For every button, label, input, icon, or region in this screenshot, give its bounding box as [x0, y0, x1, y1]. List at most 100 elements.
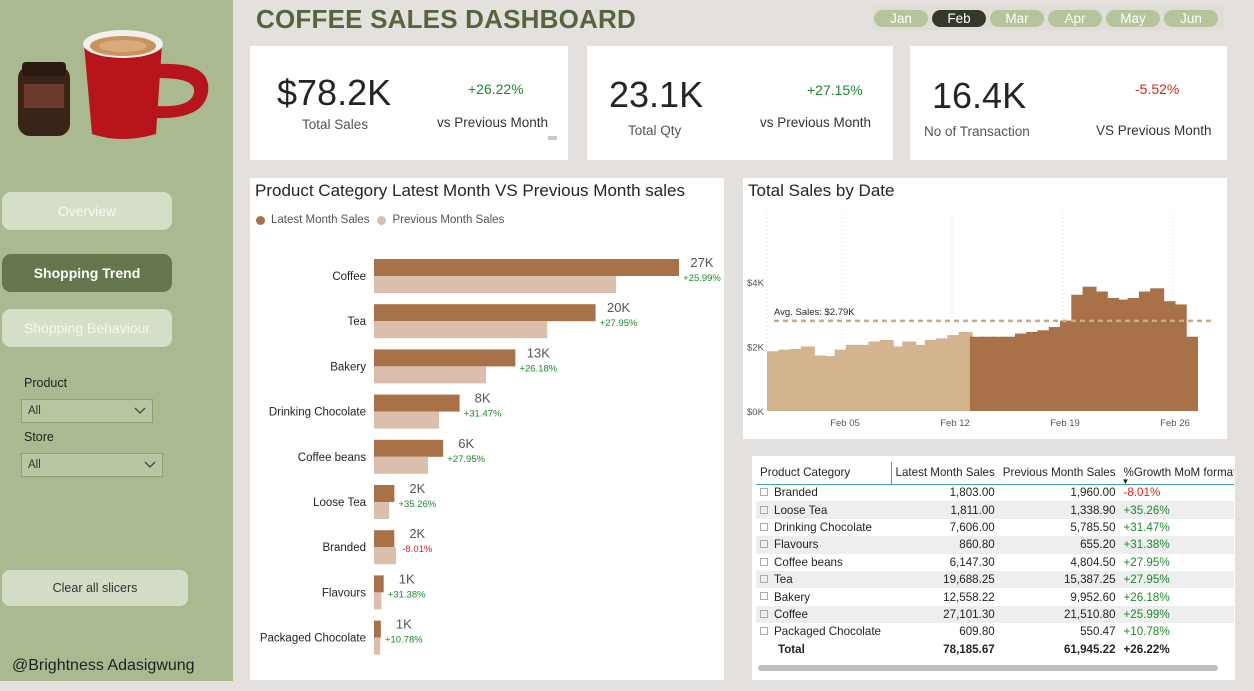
product-slicer-dropdown[interactable]: All [21, 399, 153, 423]
latest-sales-bar [374, 259, 679, 276]
x-axis-tick-label: Feb 05 [830, 418, 860, 429]
store-slicer-dropdown[interactable]: All [21, 453, 163, 477]
latest-sales-bar [374, 575, 384, 593]
daily-sales-bar [1003, 336, 1018, 411]
table-row[interactable]: Loose Tea 1,811.00 1,338.90 +35.26% [756, 501, 1234, 519]
daily-sales-bar [1138, 291, 1153, 411]
growth-cell: +10.78% [1123, 625, 1170, 639]
category-name: Drinking Chocolate [774, 520, 872, 534]
daily-sales-bar [767, 351, 781, 411]
growth-label: -8.01% [402, 544, 433, 555]
chart-title: Product Category Latest Month VS Previou… [255, 181, 685, 200]
store-slicer-label: Store [24, 430, 54, 444]
growth-cell: +31.38% [1119, 536, 1234, 554]
latest-sales-cell: 609.80 [959, 625, 995, 639]
store-slicer-value: All [28, 459, 41, 471]
kpi-value: 16.4K [932, 75, 1027, 116]
category-name: Branded [774, 486, 818, 500]
expand-icon[interactable] [760, 627, 768, 636]
daily-sales-bar [823, 356, 838, 411]
table-header[interactable]: Latest Month Sales [890, 462, 999, 484]
daily-sales-bar [1161, 301, 1176, 411]
kpi-scroll-indicator [548, 136, 557, 140]
table-header[interactable]: Previous Month Sales [1002, 466, 1116, 480]
table-row[interactable]: Coffee 27,101.30 21,510.80 +25.99% [756, 605, 1234, 624]
category-cell: Branded [756, 484, 891, 501]
nav-shopping-behaviour-button[interactable]: Shopping Behaviour [2, 309, 172, 347]
category-name: Loose Tea [774, 503, 828, 517]
table-header-sorted[interactable]: %Growth MoM format ▼ [1120, 462, 1234, 484]
legend-previous-label: Previous Month Sales [392, 214, 505, 226]
expand-icon[interactable] [760, 488, 768, 497]
category-cell: Flavours [756, 536, 891, 554]
data-label: 13K [527, 345, 550, 360]
table-row[interactable]: Bakery 12,558.22 9,952.60 +26.18% [756, 588, 1234, 605]
previous-sales-bar [374, 547, 397, 565]
category-cell: Tea [756, 570, 891, 589]
table-row[interactable]: Branded 1,803.00 1,960.00 -8.01% [756, 484, 1234, 501]
expand-icon[interactable] [760, 540, 768, 549]
table-row[interactable]: Flavours 860.80 655.20 +31.38% [756, 536, 1234, 554]
table-header[interactable]: Product Category [760, 466, 851, 480]
expand-icon[interactable] [760, 609, 768, 618]
category-cell: Coffee [756, 605, 891, 624]
daily-sales-bar [834, 349, 849, 411]
daily-sales-bar [1093, 291, 1108, 411]
month-apr-button[interactable]: Apr [1048, 9, 1102, 27]
daily-sales-bar [1105, 297, 1120, 411]
data-label: 2K [409, 481, 425, 496]
table-horizontal-scrollbar[interactable] [758, 665, 1218, 671]
latest-sales-cell: 1,803.00 [949, 486, 995, 500]
table-row[interactable]: Tea 19,688.25 15,387.25 +27.95% [756, 570, 1234, 589]
table-row[interactable]: Coffee beans 6,147.30 4,804.50 +27.95% [756, 554, 1234, 571]
month-jan-button[interactable]: Jan [874, 9, 928, 27]
daily-sales-bar [1127, 297, 1142, 411]
growth-cell: +26.18% [1123, 590, 1170, 604]
category-label: Drinking Chocolate [269, 407, 366, 419]
daily-sales-bar [879, 339, 894, 411]
category-table: Product Category Latest Month Sales Prev… [756, 462, 1234, 658]
previous-sales-cell: 15,387.25 [998, 570, 1120, 589]
kpi-change: +26.22% [468, 81, 524, 97]
daily-sales-bar [947, 335, 962, 411]
expand-icon[interactable] [760, 522, 768, 531]
latest-sales-bar [374, 304, 596, 322]
previous-sales-bar [374, 276, 617, 293]
table-row[interactable]: Drinking Chocolate 7,606.00 5,785.50 +31.47… [756, 519, 1234, 536]
clear-all-slicers-button[interactable]: Clear all slicers [2, 570, 188, 606]
month-mar-button[interactable]: Mar [990, 9, 1044, 27]
previous-sales-cell: 4,804.50 [1070, 555, 1116, 569]
growth-label: +31.38% [388, 589, 426, 600]
growth-label: +31.47% [464, 409, 502, 420]
month-may-button[interactable]: May [1106, 9, 1160, 27]
table-row[interactable]: Packaged Chocolate 609.80 550.47 +10.78% [756, 623, 1234, 640]
growth-cell: -8.01% [1123, 486, 1161, 500]
nav-shopping-trend-button[interactable]: Shopping Trend [2, 254, 172, 292]
month-jun-button[interactable]: Jun [1164, 9, 1218, 27]
category-cell: Drinking Chocolate [756, 519, 891, 536]
expand-icon[interactable] [760, 557, 768, 566]
data-label: 27K [690, 255, 713, 270]
previous-sales-bar [374, 321, 548, 339]
data-label: 1K [399, 571, 415, 586]
nav-overview-button[interactable]: Overview [2, 192, 172, 230]
x-axis-tick-label: Feb 19 [1050, 418, 1080, 429]
daily-sales-bar [1014, 333, 1029, 411]
expand-icon[interactable] [760, 592, 768, 601]
data-label: 20K [607, 300, 630, 315]
growth-label: +35.26% [398, 499, 436, 510]
page-title: COFFEE SALES DASHBOARD [256, 4, 636, 34]
kpi-value: 23.1K [609, 74, 704, 115]
kpi-label: Total Qty [628, 123, 682, 138]
daily-sales-chart: Total Sales by Date Avg. Sales: $2.79K $0… [743, 178, 1227, 439]
expand-icon[interactable] [760, 575, 768, 584]
latest-sales-bar [374, 349, 516, 367]
month-feb-button[interactable]: Feb [932, 9, 986, 27]
expand-icon[interactable] [760, 505, 768, 514]
previous-sales-bar [374, 502, 390, 519]
kpi-card-total-qty: 23.1K Total Qty +27.15% vs Previous Mont… [587, 46, 893, 160]
growth-cell: +35.26% [1119, 501, 1234, 519]
latest-sales-bar [374, 394, 460, 412]
category-bar-chart-svg: Coffee 27K +25.99% Tea 20K +27.95% Bakery 13K +2… [260, 255, 721, 655]
data-label: 8K [475, 391, 491, 406]
